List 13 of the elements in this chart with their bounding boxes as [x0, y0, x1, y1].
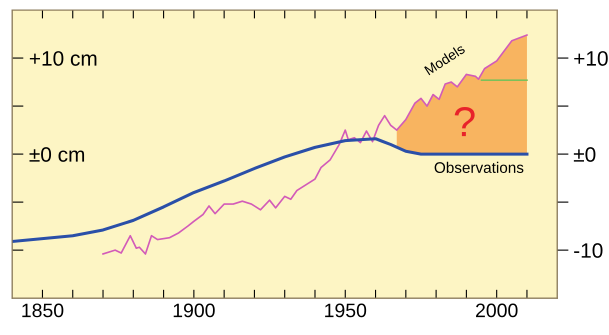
line-series — [102, 34, 528, 255]
y2-tick-label: -10 — [574, 243, 603, 258]
y2-tick-label: +10 — [574, 51, 608, 66]
series-label: Observations — [434, 162, 524, 174]
y-tick-label: +10 cm — [30, 51, 96, 66]
line-series — [12, 137, 528, 244]
y2-tick-label: ±0 — [574, 147, 596, 162]
y-tick-label: ±0 cm — [30, 147, 84, 162]
x-tick-label: 1850 — [22, 304, 64, 318]
x-tick-label: 1950 — [325, 304, 366, 318]
x-tick-label: 2000 — [476, 304, 518, 318]
annotation: ? — [454, 106, 475, 136]
x-tick-label: 1900 — [174, 304, 215, 318]
